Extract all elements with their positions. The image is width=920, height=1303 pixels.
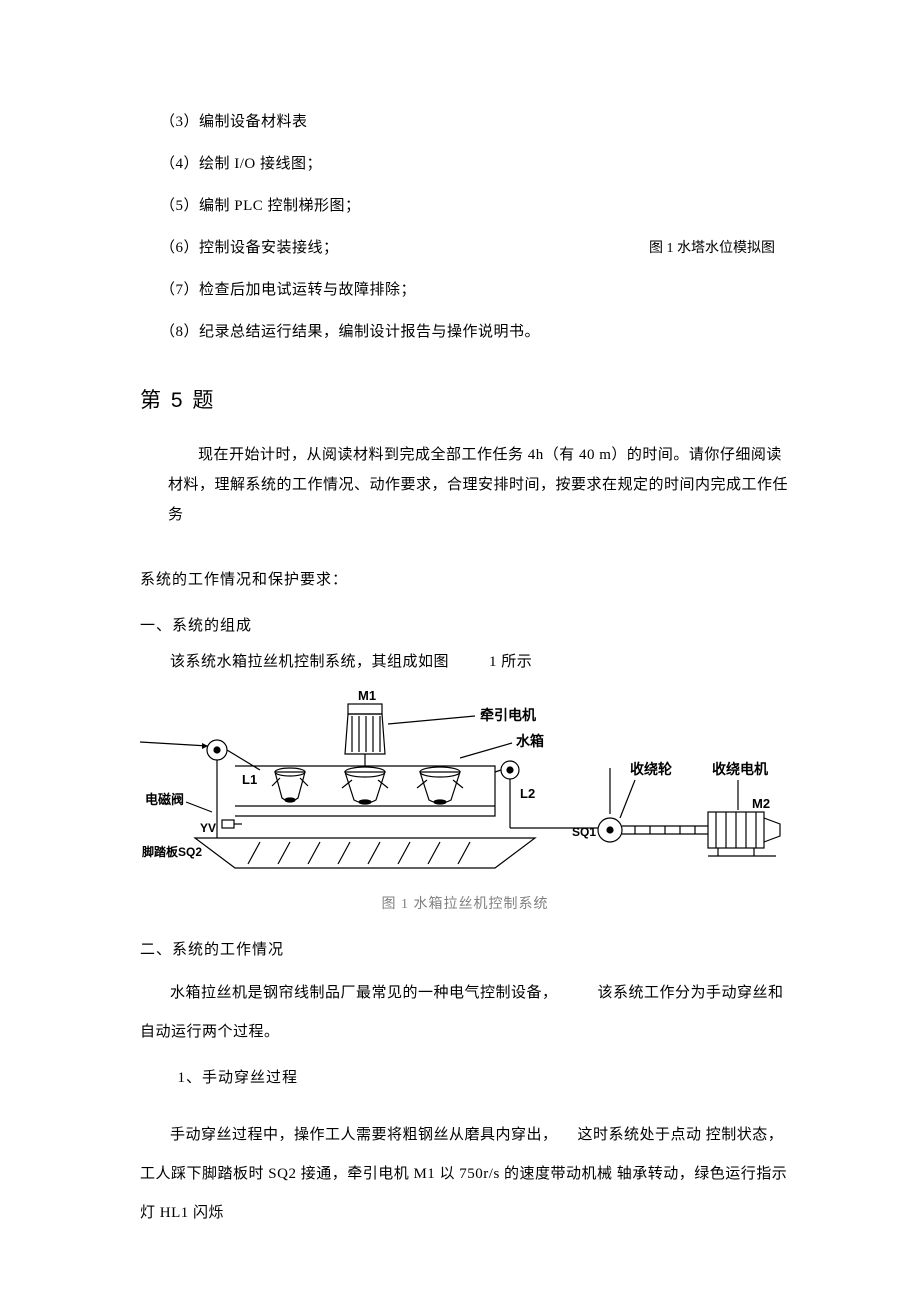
section-1-title: 一、系统的组成 [140, 614, 790, 638]
section-1-line-text: 该系统水箱拉丝机控制系统，其组成如图 [170, 654, 449, 670]
sec2-p1-a: 水箱拉丝机是钢帘线制品厂最常见的一种电气控制设备， [170, 985, 558, 1001]
section-2-title: 二、系统的工作情况 [140, 938, 790, 962]
intro-paragraph: 现在开始计时，从阅读材料到完成全部工作任务 4h（有 40 m）的时间。请你仔细… [140, 440, 790, 530]
section-2-para-1: 水箱拉丝机是钢帘线制品厂最常见的一种电气控制设备，该系统工作分为手动穿丝和自动运… [140, 974, 790, 1052]
label-l2: L2 [520, 786, 535, 801]
sec2-p2-c: 下脚踏板时 SQ2 接通，牵引电机 M1 以 750r/s 的速度带动机械 轴承… [140, 1166, 787, 1221]
label-l1: L1 [242, 772, 257, 787]
figure-1-diagram: M1 牵引电机 水箱 [140, 688, 790, 888]
section-requirements-label: 系统的工作情况和保护要求： [140, 568, 790, 592]
list-item-8: （8）纪录总结运行结果，编制设计报告与操作说明书。 [160, 320, 790, 344]
label-yv: YV [200, 821, 216, 835]
label-pedal: 脚踏板SQ2 [142, 844, 202, 859]
label-tank: 水箱 [516, 733, 544, 749]
list-item-7: （7）检查后加电试运转与故障排除； [160, 278, 790, 302]
label-sq1: SQ1 [572, 825, 596, 839]
figure-ref-water-tower: 图 1 水塔水位模拟图 [649, 238, 775, 260]
sec2-p1-b: 该系统工作分为手 [598, 985, 722, 1001]
list-item-4: （4）绘制 I/O 接线图； [160, 152, 790, 176]
section-2-para-2: 手动穿丝过程中，操作工人需要将粗钢丝从磨具内穿出，这时系统处于点动 控制状态，工… [140, 1116, 790, 1233]
label-m2: M2 [752, 796, 770, 811]
list-item-5: （5）编制 PLC 控制梯形图； [160, 194, 790, 218]
label-spool: 收绕轮 [630, 761, 672, 777]
document-page: （3）编制设备材料表 （4）绘制 I/O 接线图； （5）编制 PLC 控制梯形… [0, 0, 920, 1293]
section-1-line-tail: 1 所示 [489, 654, 532, 670]
label-pull-motor: 牵引电机 [480, 707, 536, 723]
wire-drawing-diagram-svg: M1 牵引电机 水箱 [140, 688, 800, 888]
figure-1-caption: 图 1 水箱拉丝机控制系统 [140, 894, 790, 916]
label-m1: M1 [358, 688, 376, 703]
label-wind-motor: 收绕电机 [712, 761, 768, 777]
label-valve: 电磁阀 [145, 792, 184, 807]
section-2-sub-1: 1、手动穿丝过程 [140, 1066, 790, 1090]
question-5-heading: 第 5 题 [140, 384, 790, 418]
section-1-line: 该系统水箱拉丝机控制系统，其组成如图 1 所示 [140, 650, 790, 674]
sec2-p2-a: 手动穿丝过程中，操作工人需要将粗钢丝从磨具内穿出， [170, 1127, 558, 1143]
list-item-3: （3）编制设备材料表 [160, 110, 790, 134]
